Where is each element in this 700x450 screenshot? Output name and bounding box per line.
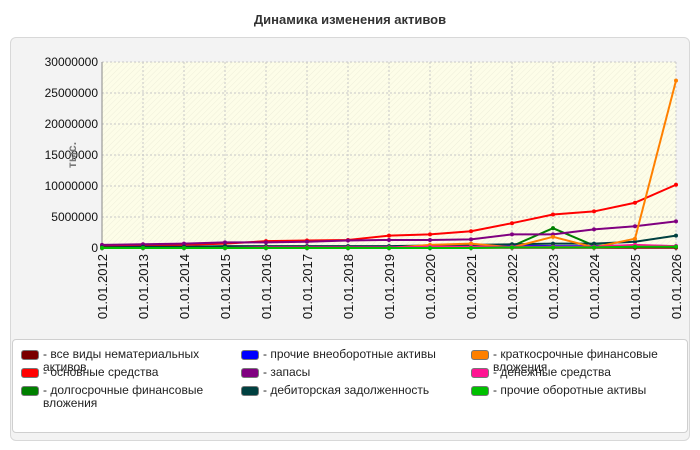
data-point (592, 209, 596, 214)
data-point (551, 212, 555, 217)
legend-item: - краткосрочные финансовые вложения (471, 348, 681, 374)
data-point (223, 246, 227, 250)
x-tick-label: 01.01.2022 (505, 254, 520, 319)
legend-item: - прочие внеоборотные активы (241, 348, 461, 361)
y-tick-label: 5000000 (51, 210, 98, 224)
legend-label: - прочие внеоборотные активы (263, 347, 436, 361)
data-point (551, 245, 555, 250)
chart-legend: - все виды нематериальных активов - прочи… (12, 339, 688, 433)
data-point (223, 240, 227, 245)
data-point (674, 244, 678, 249)
legend-swatch (21, 386, 39, 396)
data-point (633, 244, 637, 249)
data-point (469, 237, 473, 242)
data-point (551, 234, 555, 239)
legend-label: - прочие оборотные активы (493, 383, 647, 397)
x-tick-label: 01.01.2014 (177, 254, 192, 319)
data-point (674, 233, 678, 238)
x-tick-label: 01.01.2016 (259, 254, 274, 319)
y-tick-label: 20000000 (45, 117, 99, 131)
legend-swatch (21, 368, 39, 378)
data-point (633, 200, 637, 205)
y-tick-label: 10000000 (45, 179, 99, 193)
data-point (469, 229, 473, 234)
data-point (510, 245, 514, 250)
legend-label: - долгосрочные финансовые вложения (43, 383, 204, 410)
data-point (428, 237, 432, 242)
y-tick-label: 30000000 (45, 55, 99, 69)
data-point (551, 241, 555, 246)
legend-swatch (241, 386, 259, 396)
data-point (264, 240, 268, 245)
data-point (387, 233, 391, 238)
data-point (592, 245, 596, 250)
legend-item: - прочие оборотные активы (471, 384, 681, 397)
x-tick-label: 01.01.2017 (300, 254, 315, 319)
legend-swatch (241, 350, 259, 360)
legend-swatch (241, 368, 259, 378)
data-point (674, 219, 678, 224)
legend-label: - все виды нематериальных активов (43, 347, 200, 374)
x-tick-label: 01.01.2024 (587, 254, 602, 319)
x-tick-label: 01.01.2026 (669, 254, 684, 319)
y-tick-label: 0 (91, 241, 98, 255)
legend-label: - дебиторская задолженность (263, 383, 430, 397)
x-tick-label: 01.01.2019 (382, 254, 397, 319)
data-point (633, 224, 637, 229)
legend-swatch (471, 350, 489, 360)
legend-item: - долгосрочные финансовые вложения (21, 384, 211, 410)
data-point (387, 237, 391, 242)
data-point (633, 236, 637, 241)
legend-label: - основные средства (43, 365, 159, 379)
x-tick-label: 01.01.2018 (341, 254, 356, 319)
legend-item: - денежные средства (471, 366, 681, 379)
legend-swatch (21, 350, 39, 360)
data-point (387, 246, 391, 250)
legend-swatch (471, 386, 489, 396)
x-tick-label: 01.01.2013 (136, 254, 151, 319)
legend-label: - запасы (263, 365, 311, 379)
data-point (305, 239, 309, 244)
data-point (305, 246, 309, 250)
legend-item: - дебиторская задолженность (241, 384, 461, 397)
data-point (428, 246, 432, 250)
data-point (510, 232, 514, 237)
legend-label: - денежные средства (493, 365, 611, 379)
data-point (469, 241, 473, 246)
legend-swatch (471, 368, 489, 378)
data-point (428, 232, 432, 237)
x-tick-label: 01.01.2020 (423, 254, 438, 319)
data-point (510, 221, 514, 226)
legend-item: - запасы (241, 366, 461, 379)
y-axis-label: тыс. (65, 142, 79, 168)
y-tick-label: 25000000 (45, 86, 99, 100)
data-point (141, 246, 145, 250)
data-point (674, 78, 678, 83)
data-point (592, 227, 596, 232)
x-tick-label: 01.01.2015 (218, 254, 233, 319)
data-point (182, 246, 186, 250)
data-point (100, 246, 104, 250)
data-point (592, 241, 596, 246)
legend-item: - основные средства (21, 366, 211, 379)
legend-item: - все виды нематериальных активов (21, 348, 211, 374)
data-point (469, 246, 473, 250)
y-tick-label: 15000000 (45, 148, 99, 162)
data-point (182, 241, 186, 246)
data-point (551, 226, 555, 231)
x-tick-label: 01.01.2021 (464, 254, 479, 319)
data-point (674, 182, 678, 187)
data-point (264, 246, 268, 250)
data-point (346, 238, 350, 243)
x-tick-label: 01.01.2023 (546, 254, 561, 319)
x-tick-label: 01.01.2012 (95, 254, 110, 319)
x-tick-label: 01.01.2025 (628, 254, 643, 319)
legend-label: - краткосрочные финансовые вложения (493, 347, 658, 374)
chart-title: Динамика изменения активов (253, 12, 447, 27)
data-point (346, 246, 350, 250)
data-point (633, 239, 637, 244)
